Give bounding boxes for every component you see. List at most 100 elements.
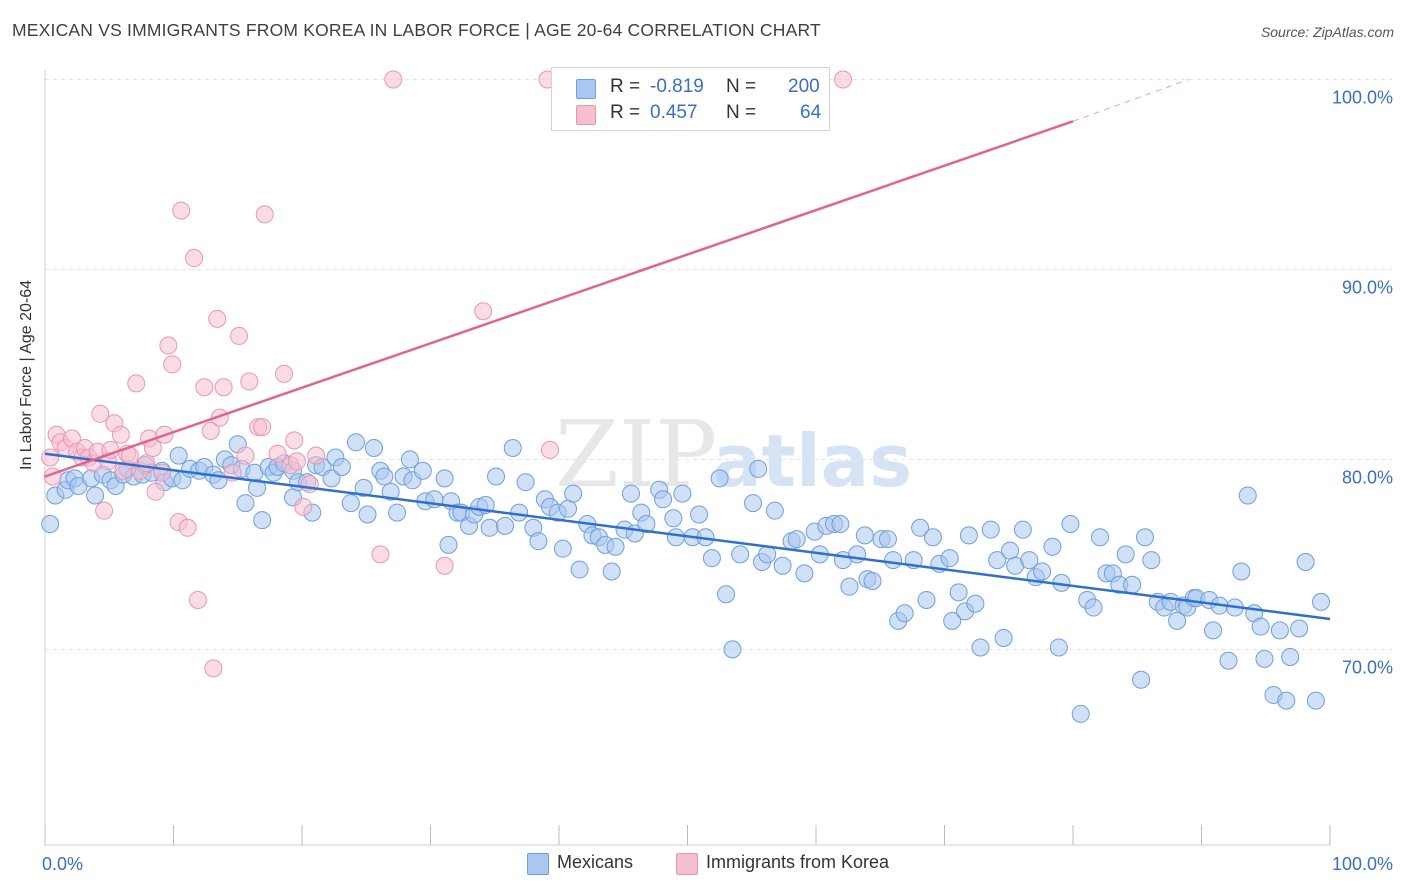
mexicans-point [510,503,529,522]
mexicans-point [1270,621,1289,640]
korea-point [185,249,204,268]
mexicans-point [749,459,768,478]
correlation-legend: R = -0.819 N = 200 R = 0.457 N = 64 [551,67,830,131]
legend-label-korea: Immigrants from Korea [706,852,890,872]
mexicans-point [1238,486,1257,505]
mexicans-point [673,484,692,503]
korea-point [268,444,287,463]
mexicans-legend-swatch [527,853,549,875]
r-value: -0.819 [650,76,704,97]
y-tick-label: 100.0% [1332,87,1393,107]
tick-labels: 70.0% 80.0% 90.0% 100.0% 0.0% 100.0% [42,87,1393,874]
korea-point [163,355,182,374]
mexicans-point [988,551,1007,570]
r-label: R = [610,102,641,123]
mexicans-point [558,499,577,518]
mexicans-point [923,528,942,547]
y-tick-label: 80.0% [1342,467,1393,487]
mexicans-point [1142,551,1161,570]
mexicans-point [863,571,882,590]
korea-point [371,545,390,564]
mexicans-point [994,628,1013,647]
korea-point [137,454,156,473]
mexicans-swatch [576,79,596,99]
mexicans-point [717,585,736,604]
mexicans-point [1135,528,1154,547]
mexicans-point [1255,649,1274,668]
mexicans-point [1312,592,1331,611]
mexicans-point [606,537,625,556]
mexicans-point [1071,704,1090,723]
mexicans-point [322,469,341,488]
x-tick-label: 0.0% [42,854,83,874]
mexicans-point [831,514,850,533]
korea-point [146,482,165,501]
mexicans-point [1277,691,1296,710]
korea-point [833,70,852,89]
source-label: Source: ZipAtlas.com [1260,24,1394,40]
mexicans-point [1219,651,1238,670]
korea-trend-line [44,120,1074,478]
mexicans-point [602,562,621,581]
mexicans-point [690,505,709,524]
mexicans-points [41,433,1331,723]
mexicans-point [966,594,985,613]
korea-point [474,302,493,321]
y-tick-label: 90.0% [1342,277,1393,297]
mexicans-point [731,545,750,564]
mexicans-point [884,551,903,570]
korea-point [435,556,454,575]
mexicans-point [1084,598,1103,617]
mexicans-point [1251,617,1270,636]
mexicans-point [1043,537,1062,556]
korea-legend-swatch [676,853,698,875]
korea-point [287,452,306,471]
korea-point [111,425,130,444]
mexicans-point [169,446,188,465]
korea-point [240,372,259,391]
korea-points [41,70,852,678]
mexicans-point [570,560,589,579]
mexicans-point [529,532,548,551]
mexicans-point [1001,541,1020,560]
mexicans-point [848,545,867,564]
mexicans-point [364,439,383,458]
mexicans-point [413,461,432,480]
mexicans-point [496,516,515,535]
chart-title: MEXICAN VS IMMIGRANTS FROM KOREA IN LABO… [12,20,821,40]
korea-point [275,364,294,383]
mexicans-point [959,526,978,545]
mexicans-point [1090,528,1109,547]
mexicans-point [487,467,506,486]
mexicans-point [439,535,458,554]
mexicans-point [354,478,373,497]
mexicans-point [981,520,1000,539]
mexicans-point [949,583,968,602]
mexicans-point [911,518,930,537]
mexicans-point [1116,545,1135,564]
mexicans-point [1306,691,1325,710]
mexicans-point [710,469,729,488]
mexicans-point [702,549,721,568]
mexicans-point [388,503,407,522]
korea-point [300,475,319,494]
n-label: N = [726,102,757,123]
mexicans-point [840,577,859,596]
korea-trend-extension [1072,79,1189,122]
mexicans-point [435,469,454,488]
korea-point [172,201,191,220]
mexicans-point [1049,638,1068,657]
mexicans-point [666,528,685,547]
mexicans-point [41,514,60,533]
mexicans-point [400,450,419,469]
mexicans-point [1281,647,1300,666]
mexicans-point [553,539,572,558]
n-value: 200 [788,76,820,97]
korea-point [159,336,178,355]
korea-swatch [576,105,596,125]
korea-point [127,374,146,393]
korea-point [253,418,272,437]
mexicans-point [1204,621,1223,640]
series-legend: Mexicans Immigrants from Korea [0,852,1406,878]
